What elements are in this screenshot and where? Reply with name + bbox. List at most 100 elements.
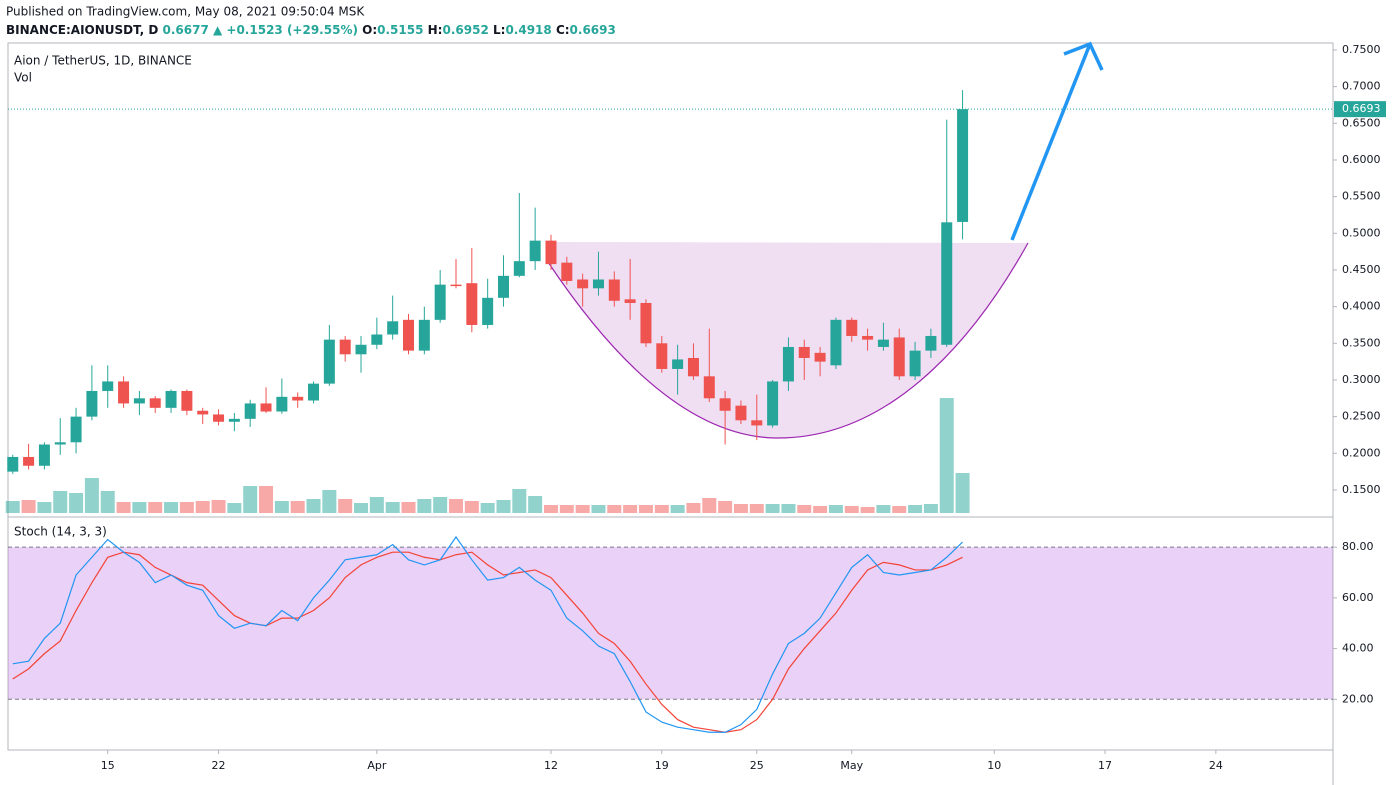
- volume-bar: [37, 502, 52, 513]
- candle-body: [624, 299, 636, 303]
- y-tick-label: 0.2000: [1342, 446, 1381, 459]
- stoch-line: [12, 535, 963, 733]
- l-value: 0.4918: [505, 23, 551, 37]
- candle-body: [893, 337, 905, 377]
- volume-bar: [84, 478, 99, 513]
- volume-bar: [654, 505, 669, 513]
- candle-body: [846, 319, 858, 336]
- candle-body: [513, 261, 525, 276]
- candle-body: [719, 398, 731, 411]
- volume-bar: [686, 503, 701, 513]
- y-tick-label: 0.3000: [1342, 373, 1381, 386]
- o-label: O:: [362, 23, 377, 37]
- candle-body: [608, 279, 620, 301]
- candle-body: [957, 109, 969, 222]
- candle-body: [877, 339, 889, 347]
- volume-bar: [259, 486, 274, 513]
- candle-body: [466, 283, 478, 325]
- quote-line: BINANCE:AIONUSDT, D 0.6677 ▲ +0.1523 (+2…: [6, 23, 616, 37]
- candle-body: [228, 418, 240, 422]
- candle-body: [592, 279, 604, 289]
- y-tick-label: 60.00: [1342, 591, 1374, 604]
- x-tick-label: 25: [750, 759, 764, 772]
- candle-body: [450, 284, 462, 287]
- volume-bar: [591, 505, 606, 513]
- price-title: Aion / TetherUS, 1D, BINANCE: [14, 54, 192, 68]
- volume-bar: [638, 505, 653, 513]
- candle-body: [687, 357, 699, 377]
- candle-body: [181, 390, 193, 411]
- candle-body: [387, 321, 399, 335]
- candle-body: [862, 335, 874, 340]
- volume-bar: [290, 501, 305, 513]
- candle-body: [23, 456, 35, 466]
- o-value: 0.5155: [377, 23, 423, 37]
- volume-bar: [575, 505, 590, 513]
- candle-body: [260, 403, 272, 412]
- y-tick-label: 0.6500: [1342, 116, 1381, 129]
- candle-body: [767, 381, 779, 426]
- volume-bar: [132, 502, 147, 513]
- volume-bar: [923, 504, 938, 513]
- volume-bar: [512, 489, 527, 513]
- arrow: [1010, 41, 1104, 241]
- candle-body: [640, 302, 652, 344]
- x-tick-label: 12: [544, 759, 558, 772]
- volume-bar: [53, 491, 68, 513]
- volume-bar: [211, 500, 226, 513]
- stoch-title: Stoch (14, 3, 3): [14, 525, 107, 539]
- candle-body: [213, 414, 225, 422]
- y-tick-label: 0.2500: [1342, 410, 1381, 423]
- volume-bar: [433, 497, 448, 513]
- candle-body: [118, 381, 130, 404]
- candle-body: [244, 403, 256, 419]
- candle-body: [70, 416, 82, 443]
- volume-title: Vol: [14, 71, 32, 85]
- candle-body: [735, 405, 747, 421]
- volume-bar: [369, 497, 384, 513]
- volume-bar: [116, 502, 131, 513]
- volume-bar: [21, 500, 36, 513]
- volume-bar: [939, 398, 954, 513]
- y-tick-label: 0.6000: [1342, 153, 1381, 166]
- candle-body: [545, 240, 557, 265]
- volume-bar: [496, 500, 511, 513]
- candle-body: [86, 390, 98, 417]
- candle-body: [323, 339, 335, 384]
- candle-body: [403, 319, 415, 351]
- volume-bar: [749, 504, 764, 513]
- candle-body: [497, 275, 509, 298]
- y-tick-label: 0.4500: [1342, 263, 1381, 276]
- volume-bar: [559, 505, 574, 513]
- candle-body: [561, 262, 573, 281]
- volume-bar: [338, 499, 353, 513]
- candle-body: [292, 396, 304, 401]
- x-tick-label: 17: [1098, 759, 1112, 772]
- volume-bar: [401, 502, 416, 513]
- volume-bar: [195, 501, 210, 513]
- change: ▲ +0.1523 (+29.55%): [213, 23, 358, 37]
- volume-bar: [306, 499, 321, 513]
- h-label: H:: [428, 23, 443, 37]
- candle-body: [165, 390, 177, 408]
- candle-body: [276, 396, 288, 412]
- volume-bar: [385, 502, 400, 513]
- candle-body: [925, 335, 937, 351]
- x-tick-label: 22: [212, 759, 226, 772]
- price: 0.6677: [163, 23, 209, 37]
- candle-body: [418, 319, 430, 351]
- h-value: 0.6952: [442, 23, 488, 37]
- y-tick-label: 0.4000: [1342, 300, 1381, 313]
- volume-bar: [464, 501, 479, 513]
- candle-body: [54, 442, 66, 445]
- published: Published on TradingView.com, May 08, 20…: [6, 5, 365, 19]
- candle-body: [909, 350, 921, 377]
- x-tick-label: 10: [987, 759, 1001, 772]
- x-tick-label: 19: [655, 759, 669, 772]
- candle-body: [355, 344, 367, 355]
- candle-body: [703, 376, 715, 399]
- l-label: L:: [493, 23, 505, 37]
- volume-bar: [828, 505, 843, 513]
- volume-bar: [670, 505, 685, 513]
